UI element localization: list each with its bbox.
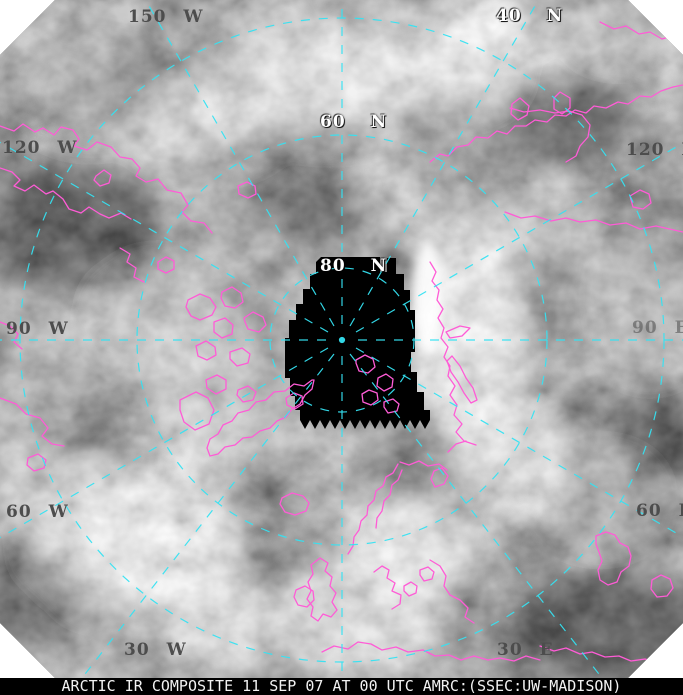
latitude-label-60n: 60 N — [320, 112, 388, 132]
latitude-label-40n: 40 N — [496, 6, 564, 26]
meridian-lines — [0, 0, 683, 678]
longitude-label-120e: 120 E — [626, 140, 683, 160]
bright-cloud-flank — [412, 240, 444, 356]
graticule-layer — [0, 0, 683, 678]
longitude-label-30e: 30 E — [497, 640, 554, 660]
longitude-label-60w: 60 W — [6, 502, 69, 522]
pole-marker — [338, 336, 346, 344]
longitude-label-150w: 150 W — [128, 7, 204, 27]
caption-text: ARCTIC IR COMPOSITE 11 SEP 07 AT 00 UTC … — [61, 677, 622, 695]
longitude-label-90e: 90 E — [632, 318, 683, 338]
latitude-label-80n: 80 N — [320, 256, 388, 276]
satellite-image — [0, 0, 683, 678]
longitude-label-90w: 90 W — [6, 319, 69, 339]
longitude-label-120w: 120 W — [2, 138, 78, 158]
longitude-label-30w: 30 W — [124, 640, 187, 660]
longitude-label-60e: 60 E — [636, 501, 683, 521]
caption-bar: ARCTIC IR COMPOSITE 11 SEP 07 AT 00 UTC … — [0, 678, 683, 695]
coastline-layer — [0, 21, 683, 666]
pole-data-gap — [285, 257, 430, 429]
